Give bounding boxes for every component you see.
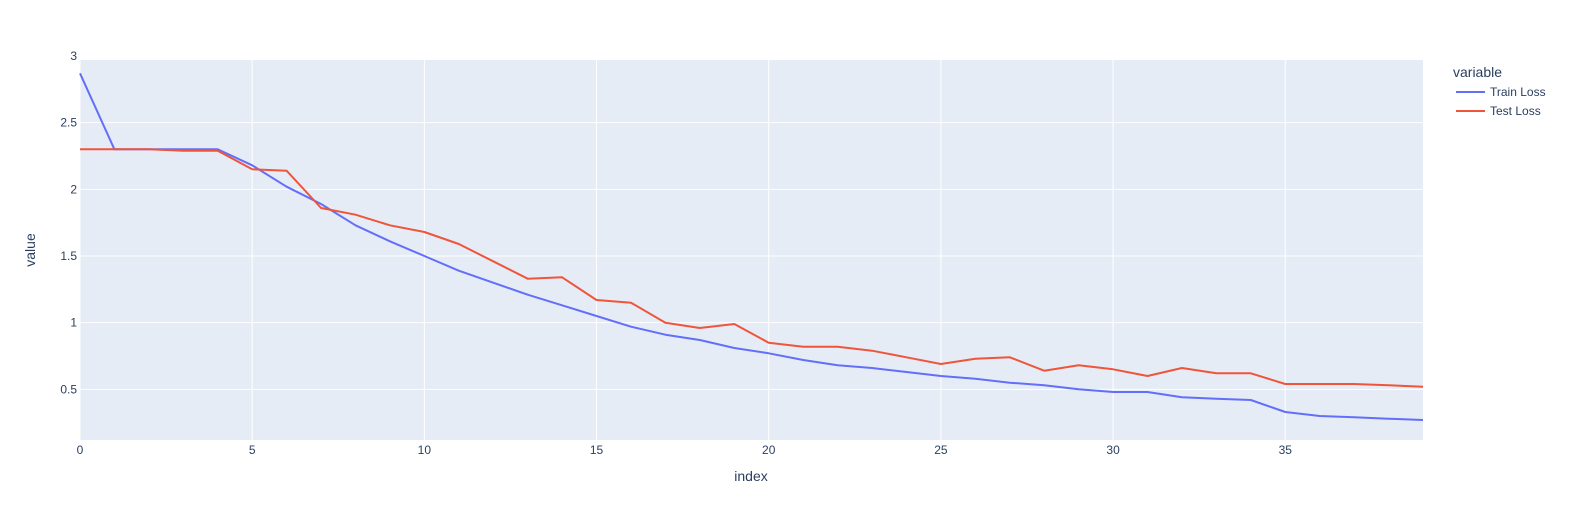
- y-axis-title: value: [22, 233, 38, 267]
- legend-item-test-loss[interactable]: Test Loss: [1456, 104, 1541, 118]
- legend-title: variable: [1453, 64, 1502, 80]
- x-axis-title: index: [734, 468, 767, 484]
- x-tick-labels: 0 5 10 15 20 25 30 35: [77, 443, 1293, 457]
- y-tick-label: 3: [70, 49, 77, 63]
- legend-item-train-loss[interactable]: Train Loss: [1456, 85, 1546, 99]
- series-line-test-loss: [80, 148, 1424, 388]
- legend: variable Train Loss Test Loss: [1453, 64, 1546, 118]
- series-line-train-loss: [79, 72, 1424, 421]
- x-tick-label: 15: [590, 443, 604, 457]
- y-tick-label: 0.5: [60, 382, 77, 396]
- x-tick-label: 20: [762, 443, 776, 457]
- legend-label-train-loss: Train Loss: [1490, 85, 1546, 99]
- y-tick-labels: 0.5 1 1.5 2 2.5 3: [60, 49, 77, 396]
- y-tick-label: 2.5: [60, 116, 77, 130]
- plot-background: [80, 60, 1423, 440]
- y-tick-label: 1.5: [60, 249, 77, 263]
- x-tick-label: 10: [418, 443, 432, 457]
- y-tick-label: 2: [70, 182, 77, 196]
- legend-label-test-loss: Test Loss: [1490, 104, 1541, 118]
- series-layer: [79, 72, 1424, 421]
- x-tick-label: 5: [249, 443, 256, 457]
- x-tick-label: 35: [1279, 443, 1293, 457]
- y-tick-label: 1: [70, 316, 77, 330]
- x-tick-label: 30: [1106, 443, 1120, 457]
- x-tick-label: 0: [77, 443, 84, 457]
- x-gridlines: [79, 60, 1286, 440]
- x-tick-label: 25: [934, 443, 948, 457]
